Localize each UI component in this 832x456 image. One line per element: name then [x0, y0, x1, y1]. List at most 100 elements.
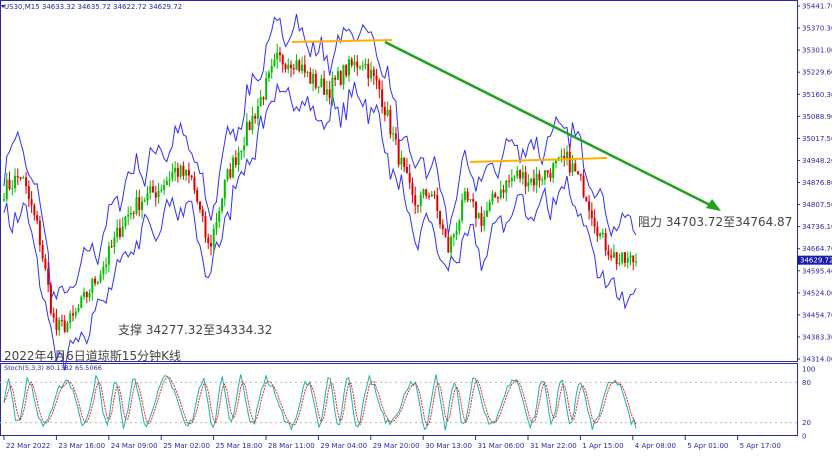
candle-body — [185, 169, 188, 176]
candle-body — [389, 109, 392, 135]
trend-arrow-head — [706, 199, 721, 211]
candle-body — [262, 97, 265, 100]
x-tick-label: 29 Mar 04:00 — [320, 442, 367, 450]
candle-body — [455, 230, 458, 235]
candle-body — [85, 291, 88, 298]
candle-body — [19, 177, 22, 179]
candle-body — [270, 65, 273, 73]
candle-body — [408, 173, 411, 183]
candle-body — [105, 264, 108, 267]
candle-body — [157, 190, 160, 198]
candle-body — [190, 175, 193, 178]
candle-body — [118, 227, 121, 237]
candle-body — [143, 200, 146, 202]
stoch-level-label: 20 — [802, 419, 811, 427]
candle-body — [88, 292, 91, 298]
candle-body — [312, 73, 315, 84]
y-tick-label: 34876.80 — [802, 179, 832, 187]
candle-body — [63, 320, 66, 332]
candle-body — [69, 313, 72, 323]
candle-body — [577, 171, 580, 174]
candle-body — [546, 170, 549, 173]
candle-body — [174, 167, 177, 173]
candle-body — [450, 237, 453, 253]
candle-body — [168, 179, 171, 181]
candle-body — [140, 201, 143, 211]
candle-body — [372, 69, 375, 76]
y-tick-label: 35017.50 — [802, 135, 832, 143]
candle-body — [124, 216, 127, 227]
candle-body — [243, 145, 246, 151]
y-tick-label: 34524.00 — [802, 289, 832, 297]
stoch-main-line — [3, 374, 637, 431]
candle-body — [229, 169, 232, 178]
candle-body — [278, 52, 281, 56]
x-tick-label: 30 Mar 13:00 — [425, 442, 472, 450]
candle-body — [629, 255, 632, 258]
stoch-label: Stoch(5,3,3) 80.1382 65.5066 — [4, 364, 102, 372]
candle-body — [187, 169, 190, 176]
candle-body — [47, 268, 50, 285]
candle-body — [146, 192, 149, 201]
dropdown-triangle-icon — [1, 5, 5, 8]
candle-body — [367, 63, 370, 79]
candle-body — [265, 78, 268, 100]
candle-body — [414, 195, 417, 206]
candle-body — [502, 189, 505, 193]
candle-body — [52, 313, 55, 318]
candle-body — [129, 212, 132, 215]
candle-body — [383, 107, 386, 116]
candle-body — [463, 191, 466, 200]
candle-body — [14, 175, 17, 189]
candle-body — [284, 64, 287, 70]
candle-body — [201, 209, 204, 217]
y-tick-label: 34595.40 — [802, 267, 832, 275]
candle-body — [226, 169, 229, 180]
candle-body — [342, 65, 345, 85]
y-tick-label: 34314.00 — [802, 356, 832, 364]
x-tick-label: 28 Mar 11:00 — [268, 442, 315, 450]
candle-body — [381, 89, 384, 108]
candle-body — [5, 179, 8, 200]
y-tick-label: 35370.30 — [802, 25, 832, 33]
candle-body — [91, 278, 94, 293]
candle-body — [626, 257, 629, 263]
candle-body — [44, 258, 47, 269]
candle-body — [510, 177, 513, 182]
candle-body — [16, 175, 19, 178]
y-tick-label: 34948.20 — [802, 157, 832, 165]
candle-body — [256, 106, 259, 119]
candle-body — [554, 160, 557, 164]
candle-body — [276, 52, 279, 60]
y-tick-label: 34736.10 — [802, 223, 832, 231]
candle-body — [8, 179, 11, 190]
candle-body — [472, 199, 475, 202]
lower-band-line — [3, 81, 637, 371]
y-tick-label: 35441.70 — [802, 3, 832, 11]
candle-body — [394, 133, 397, 140]
candle-body — [447, 236, 450, 253]
stoch-level-label: 0 — [802, 433, 806, 441]
candle-body — [590, 210, 593, 219]
candle-body — [568, 151, 571, 173]
candle-body — [494, 193, 497, 198]
candle-body — [99, 274, 102, 282]
trend-arrow-line — [384, 40, 713, 208]
candle-body — [179, 165, 182, 177]
candle-body — [240, 150, 243, 153]
candle-body — [419, 194, 422, 207]
candle-body — [77, 307, 80, 312]
candle-body — [623, 252, 626, 263]
candle-body — [251, 115, 254, 131]
candle-body — [350, 59, 353, 66]
candle-body — [604, 233, 607, 251]
x-tick-label: 5 Apr 17:00 — [740, 442, 781, 450]
candle-body — [135, 197, 138, 214]
candle-body — [353, 61, 356, 66]
candle-body — [571, 163, 574, 173]
candle-body — [574, 163, 577, 172]
candle-body — [232, 157, 235, 178]
candle-body — [55, 317, 58, 331]
candle-body — [585, 196, 588, 202]
candle-body — [320, 78, 323, 87]
